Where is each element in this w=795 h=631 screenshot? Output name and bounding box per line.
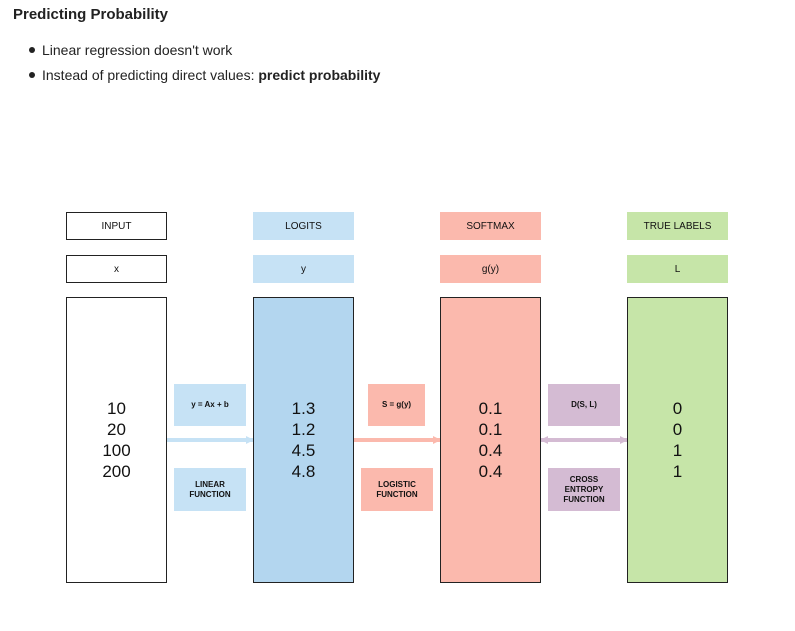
true-labels-column: 0 0 1 1	[627, 297, 728, 583]
softmax-value: 0.4	[478, 462, 503, 481]
true-labels-values: 0 0 1 1	[673, 398, 682, 482]
input-values: 10 20 100 200	[102, 398, 130, 482]
logits-values: 1.3 1.2 4.5 4.8	[292, 398, 316, 482]
linear-formula-box: y = Ax + b	[174, 384, 246, 426]
softmax-symbol-text: g(y)	[481, 263, 500, 275]
logits-value: 1.2	[291, 420, 316, 439]
true-labels-header: TRUE LABELS	[627, 212, 728, 240]
logistic-name-line: FUNCTION	[376, 489, 418, 499]
cross-entropy-name-box: CROSS ENTROPY FUNCTION	[548, 468, 620, 511]
linear-name-line: LINEAR	[195, 479, 225, 489]
true-labels-header-text: TRUE LABELS	[643, 220, 712, 232]
logistic-name-box: LOGISTIC FUNCTION	[361, 468, 433, 511]
logits-header-text: LOGITS	[285, 220, 322, 232]
cross-entropy-name-line: CROSS	[569, 474, 599, 484]
logits-symbol-text: y	[301, 263, 306, 275]
logits-value: 4.5	[291, 441, 316, 460]
input-column: 10 20 100 200	[66, 297, 167, 583]
softmax-value: 0.1	[478, 420, 503, 439]
input-value: 10	[107, 399, 126, 418]
softmax-header: SOFTMAX	[440, 212, 541, 240]
input-symbol: x	[66, 255, 167, 283]
logistic-formula-box: S = g(y)	[368, 384, 425, 426]
true-labels-symbol-text: L	[674, 263, 681, 275]
softmax-values: 0.1 0.1 0.4 0.4	[479, 398, 503, 482]
bullet-item: Linear regression doesn't work	[28, 38, 380, 63]
input-header: INPUT	[66, 212, 167, 240]
softmax-value: 0.4	[478, 441, 503, 460]
input-symbol-text: x	[114, 263, 119, 275]
softmax-symbol: g(y)	[440, 255, 541, 283]
linear-formula: y = Ax + b	[191, 400, 229, 409]
cross-entropy-name-line: FUNCTION	[563, 494, 605, 504]
true-labels-symbol: L	[627, 255, 728, 283]
softmax-column: 0.1 0.1 0.4 0.4	[440, 297, 541, 583]
cross-entropy-formula: D(S, L)	[571, 400, 597, 409]
bullet-emphasis: predict probability	[258, 67, 381, 83]
linear-name-box: LINEAR FUNCTION	[174, 468, 246, 511]
bullet-list: Linear regression doesn't work Instead o…	[28, 38, 380, 88]
linear-name-line: FUNCTION	[189, 489, 231, 499]
input-header-text: INPUT	[101, 220, 132, 232]
cross-entropy-name-line: ENTROPY	[564, 484, 604, 494]
input-value: 200	[102, 462, 131, 481]
true-label-value: 1	[672, 441, 683, 460]
true-label-value: 0	[672, 399, 683, 418]
logistic-formula: S = g(y)	[381, 400, 412, 409]
logits-symbol: y	[253, 255, 354, 283]
true-label-value: 1	[672, 462, 683, 481]
bullet-text: Linear regression doesn't work	[42, 42, 233, 58]
logits-value: 1.3	[291, 399, 316, 418]
logits-column: 1.3 1.2 4.5 4.8	[253, 297, 354, 583]
softmax-header-text: SOFTMAX	[466, 220, 515, 232]
logits-header: LOGITS	[253, 212, 354, 240]
true-label-value: 0	[672, 420, 683, 439]
softmax-value: 0.1	[478, 399, 503, 418]
bullet-text: Instead of predicting direct values:	[42, 67, 259, 83]
logits-value: 4.8	[291, 462, 316, 481]
logistic-name-line: LOGISTIC	[378, 479, 416, 489]
cross-entropy-formula-box: D(S, L)	[548, 384, 620, 426]
input-value: 20	[107, 420, 126, 439]
page-title: Predicting Probability	[13, 6, 169, 23]
bullet-item: Instead of predicting direct values: pre…	[28, 63, 380, 88]
input-value: 100	[102, 441, 131, 460]
